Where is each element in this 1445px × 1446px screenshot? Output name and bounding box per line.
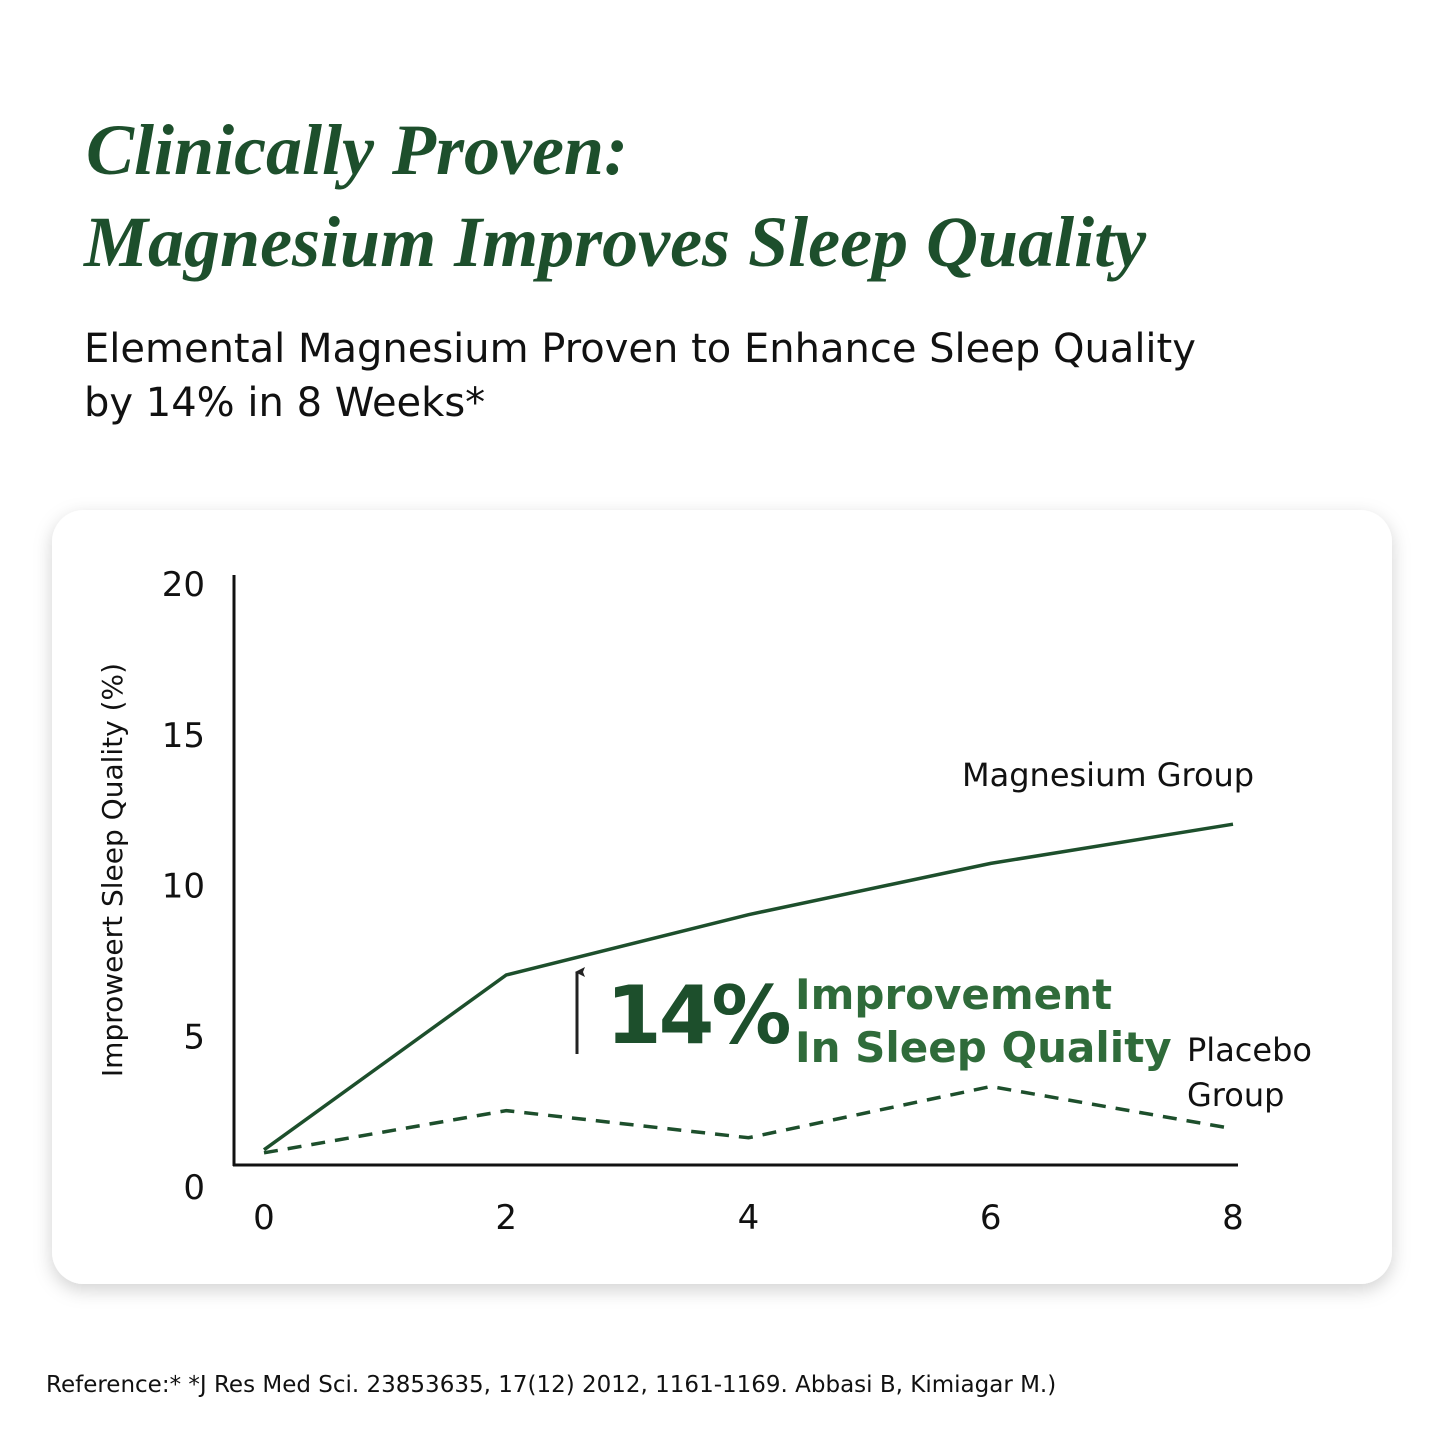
series-line (262, 822, 1234, 1152)
subtitle: Elemental Magnesium Proven to Enhance Sl… (84, 326, 1196, 372)
x-tick-label: 6 (980, 1198, 1002, 1238)
x-tick-label: 8 (1222, 1198, 1244, 1238)
reference: Reference:* *J Res Med Sci. 23853635, 17… (46, 1372, 1056, 1398)
series-label: Magnesium Group (962, 756, 1254, 794)
card (52, 510, 1392, 1284)
y-tick-label: 15 (162, 716, 205, 756)
y-axis-label: Improweert Sleep Quality (%) (96, 663, 129, 1077)
subtitle: by 14% in 8 Weeks* (84, 380, 485, 426)
y-tick-label: 10 (162, 867, 205, 907)
x-tick-label: 0 (253, 1198, 275, 1238)
title: Clinically Proven: (86, 110, 628, 190)
x-tick-label: 4 (738, 1198, 760, 1238)
y-tick-label: 5 (183, 1017, 205, 1057)
annotation-text: Improvement (795, 970, 1112, 1019)
series-label: Placebo Group (1187, 1031, 1312, 1114)
annotation-text: In Sleep Quality (795, 1023, 1172, 1072)
title: Magnesium Improves Sleep Quality (83, 202, 1147, 282)
series-line (263, 1084, 1234, 1155)
annotation-value: 14% (606, 969, 789, 1062)
x-tick-label: 2 (495, 1198, 517, 1238)
y-tick-label: 0 (183, 1168, 205, 1208)
y-tick-label: 20 (162, 565, 205, 605)
